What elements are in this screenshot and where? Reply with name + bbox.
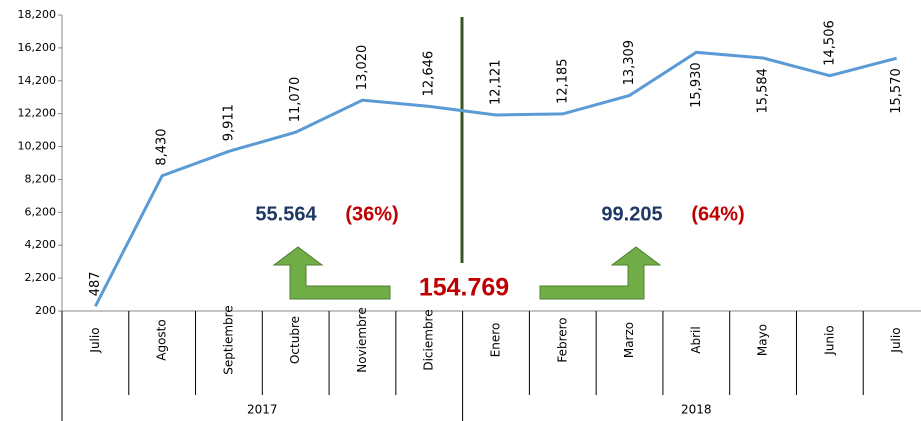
y-tick-label: 200 bbox=[35, 304, 56, 317]
annotation: (64%) bbox=[691, 203, 744, 225]
x-tick-label: Mayo bbox=[756, 324, 770, 356]
data-label: 12,121 bbox=[489, 59, 504, 105]
x-tick-label: Junio bbox=[822, 325, 836, 355]
annotation: (36%) bbox=[345, 203, 398, 225]
x-tick-label: Agosto bbox=[155, 319, 169, 360]
data-label: 12,646 bbox=[422, 51, 437, 97]
y-tick-label: 6,200 bbox=[25, 205, 57, 218]
annotation: 154.769 bbox=[419, 274, 509, 302]
group-label: 2017 bbox=[247, 403, 278, 417]
x-tick-label: Julio bbox=[88, 327, 102, 353]
arrow-right bbox=[539, 246, 662, 300]
data-label: 11,070 bbox=[288, 77, 303, 123]
data-label: 15,930 bbox=[689, 62, 704, 108]
x-tick-label: Diciembre bbox=[422, 309, 436, 370]
y-tick-label: 4,200 bbox=[25, 238, 57, 251]
group-label: 2018 bbox=[681, 403, 712, 417]
data-label: 9,911 bbox=[221, 104, 236, 141]
data-label: 12,185 bbox=[555, 58, 570, 104]
y-tick-label: 16,200 bbox=[18, 41, 57, 54]
x-tick-label: Julio bbox=[889, 327, 903, 353]
y-tick-label: 8,200 bbox=[25, 172, 57, 185]
x-tick-label: Septiembre bbox=[221, 305, 235, 374]
arrow-left bbox=[272, 246, 391, 300]
x-tick-label: Marzo bbox=[622, 322, 636, 358]
data-label: 13,309 bbox=[622, 40, 637, 86]
line bbox=[94, 50, 897, 307]
x-tick-label: Febrero bbox=[555, 317, 569, 362]
y-tick-label: 18,200 bbox=[18, 8, 57, 21]
y-tick-label: 10,200 bbox=[18, 140, 57, 153]
data-label: 15,570 bbox=[889, 68, 904, 114]
annotation: 99.205 bbox=[601, 203, 662, 225]
y-tick-label: 12,200 bbox=[18, 107, 57, 120]
data-label: 14,506 bbox=[822, 20, 837, 66]
data-label: 15,584 bbox=[756, 68, 771, 114]
data-label: 8,430 bbox=[155, 128, 170, 165]
data-label: 13,020 bbox=[355, 45, 370, 91]
x-tick-label: Abril bbox=[689, 326, 703, 353]
annotation: 55.564 bbox=[255, 203, 317, 225]
x-tick-label: Enero bbox=[489, 323, 503, 358]
x-tick-label: Noviembre bbox=[355, 307, 369, 373]
y-tick-label: 14,200 bbox=[18, 74, 57, 87]
x-tick-label: Octubre bbox=[288, 316, 302, 364]
data-label: 487 bbox=[88, 271, 103, 296]
y-tick-label: 2,200 bbox=[25, 271, 57, 284]
